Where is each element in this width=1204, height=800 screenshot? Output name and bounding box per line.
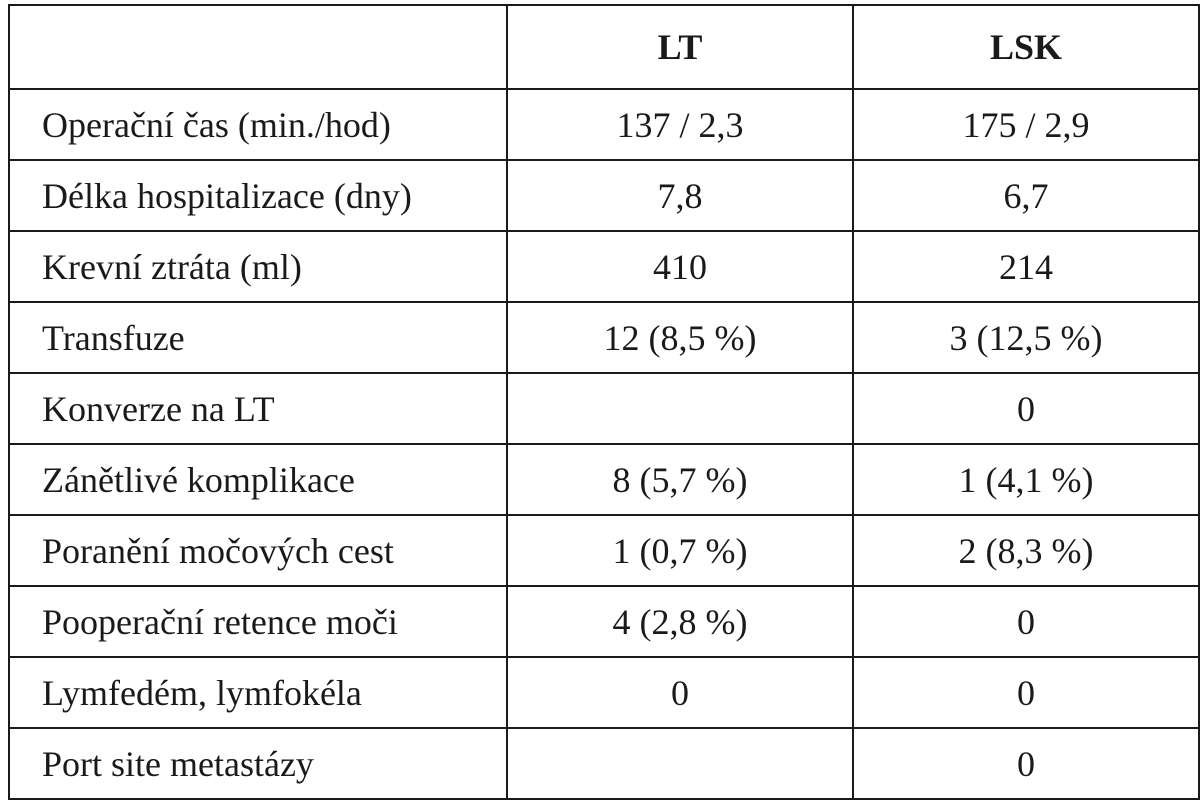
row-label: Port site metastázy <box>8 727 508 800</box>
row-label: Operační čas (min./hod) <box>8 88 508 161</box>
cell-lsk: 1 (4,1 %) <box>852 443 1200 516</box>
cell-lt <box>506 372 854 445</box>
cell-lsk: 0 <box>852 727 1200 800</box>
table-row: Pooperační retence moči 4 (2,8 %) 0 <box>8 585 1200 658</box>
cell-lt: 410 <box>506 230 854 303</box>
header-lsk: LSK <box>852 4 1200 90</box>
cell-lt: 4 (2,8 %) <box>506 585 854 658</box>
cell-lt: 1 (0,7 %) <box>506 514 854 587</box>
cell-lsk: 0 <box>852 372 1200 445</box>
cell-lsk: 175 / 2,9 <box>852 88 1200 161</box>
header-empty-cell <box>8 4 508 90</box>
row-label: Zánětlivé komplikace <box>8 443 508 516</box>
cell-lt: 7,8 <box>506 159 854 232</box>
cell-lt: 0 <box>506 656 854 729</box>
row-label: Poranění močových cest <box>8 514 508 587</box>
table-row: Krevní ztráta (ml) 410 214 <box>8 230 1200 303</box>
header-row: LT LSK <box>8 4 1200 90</box>
table-row: Transfuze 12 (8,5 %) 3 (12,5 %) <box>8 301 1200 374</box>
cell-lsk: 2 (8,3 %) <box>852 514 1200 587</box>
cell-lt: 137 / 2,3 <box>506 88 854 161</box>
cell-lsk: 3 (12,5 %) <box>852 301 1200 374</box>
cell-lt <box>506 727 854 800</box>
row-label: Délka hospitalizace (dny) <box>8 159 508 232</box>
comparison-table: LT LSK Operační čas (min./hod) 137 / 2,3… <box>8 4 1200 800</box>
table-row: Zánětlivé komplikace 8 (5,7 %) 1 (4,1 %) <box>8 443 1200 516</box>
cell-lt: 8 (5,7 %) <box>506 443 854 516</box>
table-row: Port site metastázy 0 <box>8 727 1200 800</box>
row-label: Lymfedém, lymfokéla <box>8 656 508 729</box>
table-row: Poranění močových cest 1 (0,7 %) 2 (8,3 … <box>8 514 1200 587</box>
row-label: Konverze na LT <box>8 372 508 445</box>
row-label: Transfuze <box>8 301 508 374</box>
cell-lsk: 0 <box>852 585 1200 658</box>
table-row: Délka hospitalizace (dny) 7,8 6,7 <box>8 159 1200 232</box>
cell-lt: 12 (8,5 %) <box>506 301 854 374</box>
cell-lsk: 6,7 <box>852 159 1200 232</box>
row-label: Krevní ztráta (ml) <box>8 230 508 303</box>
row-label: Pooperační retence moči <box>8 585 508 658</box>
table-row: Konverze na LT 0 <box>8 372 1200 445</box>
cell-lsk: 214 <box>852 230 1200 303</box>
table-row: Lymfedém, lymfokéla 0 0 <box>8 656 1200 729</box>
header-lt: LT <box>506 4 854 90</box>
table-row: Operační čas (min./hod) 137 / 2,3 175 / … <box>8 88 1200 161</box>
cell-lsk: 0 <box>852 656 1200 729</box>
